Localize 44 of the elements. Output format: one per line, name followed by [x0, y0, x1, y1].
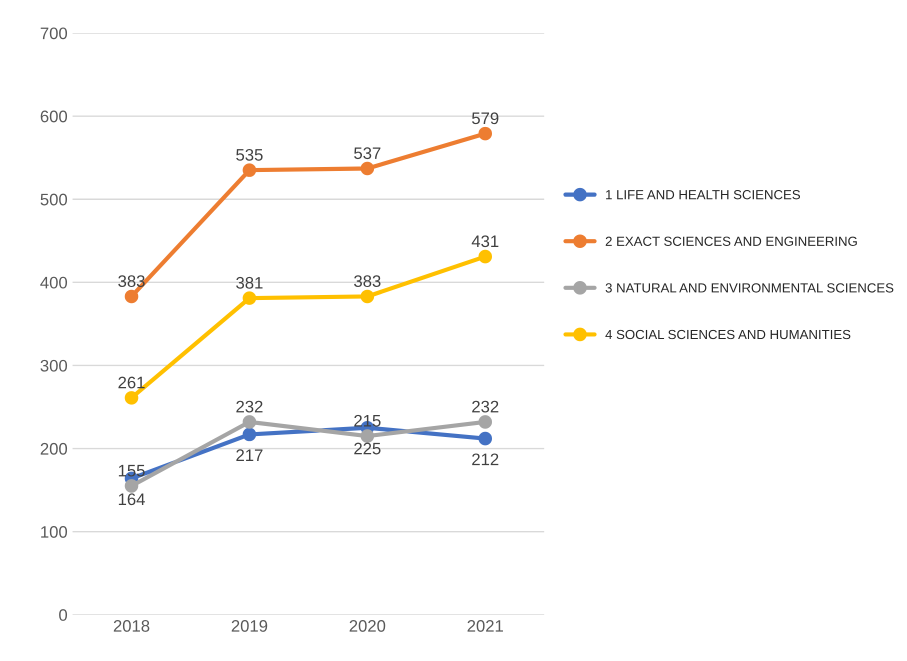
data-label: 217: [236, 449, 262, 461]
point: [360, 162, 374, 176]
point: [124, 290, 138, 304]
x-tick-label: 2021: [468, 620, 503, 632]
legend-label: 2 EXACT SCIENCES AND ENGINEERING: [606, 236, 857, 246]
data-label: 535: [236, 148, 263, 161]
point: [478, 126, 492, 140]
point: [124, 479, 138, 493]
point: [124, 391, 138, 405]
point: [242, 428, 256, 442]
point: [360, 290, 374, 304]
y-tick-label: 400: [40, 276, 68, 289]
point: [478, 250, 492, 264]
point: [242, 291, 256, 305]
data-label: 381: [236, 276, 263, 289]
y-tick-label: 200: [40, 442, 68, 455]
data-label: 212: [472, 453, 498, 466]
legend-label: 1 LIFE AND HEALTH SCIENCES: [606, 190, 800, 200]
x-tick-label: 2019: [232, 620, 268, 632]
data-label: 537: [354, 147, 380, 160]
data-label: 232: [236, 400, 262, 413]
legend-label: 4 SOCIAL SCIENCES AND HUMANITIES: [605, 330, 850, 340]
data-label: 579: [472, 112, 498, 124]
x-tick-label: 2018: [114, 620, 150, 632]
point: [478, 415, 492, 429]
data-label: 383: [354, 275, 381, 288]
point: [360, 429, 374, 443]
y-tick-label: 100: [41, 526, 68, 538]
data-label: 232: [472, 400, 498, 413]
y-tick-label: 0: [59, 609, 68, 621]
data-label: 431: [472, 235, 498, 248]
y-tick-label: 500: [40, 194, 68, 206]
y-tick-label: 600: [40, 110, 68, 122]
point: [478, 432, 492, 446]
point: [242, 415, 256, 429]
data-label: 261: [118, 376, 145, 388]
x-tick-label: 2020: [350, 620, 386, 632]
data-label: 225: [354, 442, 381, 454]
data-label: 215: [354, 414, 381, 427]
legend-label: 3 NATURAL AND ENVIRONMENTAL SCIENCES: [606, 283, 894, 293]
y-tick-label: 300: [40, 360, 68, 372]
point: [242, 163, 256, 177]
data-label: 164: [118, 493, 145, 506]
y-tick-label: 700: [40, 27, 68, 40]
